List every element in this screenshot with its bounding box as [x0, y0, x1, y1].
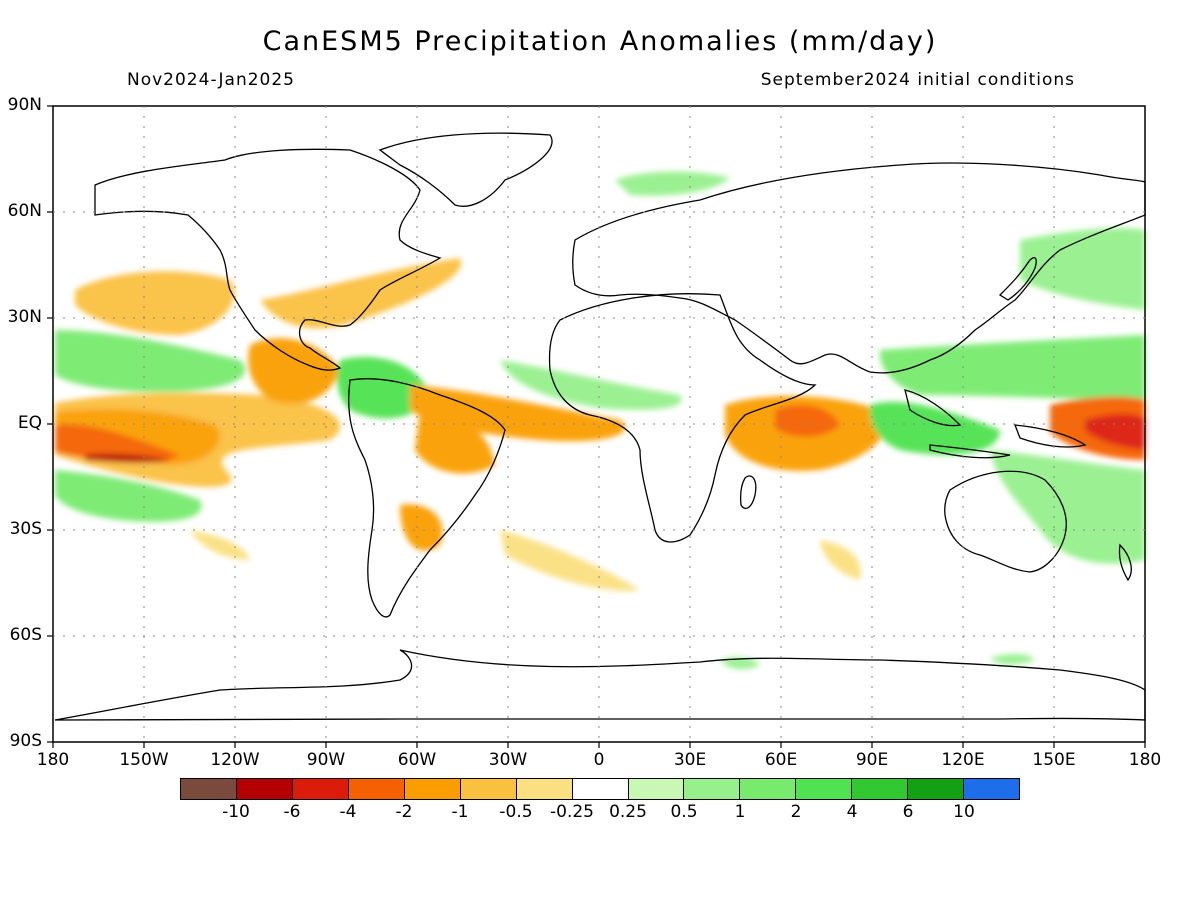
anomaly-region: [1085, 413, 1145, 450]
longitude-label: 30E: [673, 750, 707, 770]
longitude-label: 120W: [210, 750, 260, 770]
coastline: [378, 132, 553, 207]
longitude-label: 30W: [488, 750, 528, 770]
color-legend-swatch: [292, 779, 349, 799]
coastline: [904, 389, 962, 427]
coastlines: [54, 132, 1146, 721]
latitude-label: 30N: [7, 307, 42, 327]
anomaly-region: [720, 657, 760, 670]
coastline: [998, 257, 1037, 301]
color-legend-label: -1: [451, 802, 469, 822]
anomaly-region: [1020, 228, 1145, 310]
coastline: [548, 293, 817, 543]
color-legend-swatch: [740, 779, 797, 799]
anomaly-region: [55, 470, 202, 522]
color-legend-label: 4: [846, 802, 858, 822]
anomaly-region: [260, 258, 462, 329]
anomaly-region: [75, 271, 235, 335]
coastline: [1118, 543, 1132, 582]
initial-conditions: September2024 initial conditions: [760, 70, 1075, 90]
longitude-label: 0: [593, 750, 605, 770]
latitude-label: 90S: [9, 731, 42, 751]
anomaly-region: [55, 330, 246, 392]
color-legend-swatch: [348, 779, 405, 799]
anomaly-region: [337, 356, 430, 419]
latitude-label: 60S: [9, 625, 42, 645]
color-legend-label: -6: [283, 802, 301, 822]
coastline: [1014, 424, 1087, 448]
coastline: [739, 475, 757, 509]
color-legend-label: -0.5: [499, 802, 533, 822]
color-legend-label: 6: [902, 802, 914, 822]
color-legend-swatch: [852, 779, 909, 799]
anomaly-region: [775, 405, 840, 437]
axis-ticks: [47, 105, 1146, 748]
color-legend-swatch: [796, 779, 853, 799]
anomaly-region: [615, 171, 730, 196]
coastline: [54, 649, 1146, 721]
color-legend-swatch: [964, 779, 1020, 799]
latitude-label: 30S: [9, 519, 42, 539]
latitude-label: EQ: [17, 413, 42, 433]
color-legend-swatch: [628, 779, 685, 799]
color-legend-label: -4: [339, 802, 357, 822]
color-legend-swatch: [908, 779, 965, 799]
color-legend-swatch: [572, 779, 629, 799]
anomaly-region: [879, 335, 1145, 400]
color-legend-label: -10: [222, 802, 250, 822]
forecast-period: Nov2024-Jan2025: [127, 70, 295, 90]
color-legend-swatch: [516, 779, 573, 799]
coastline: [348, 378, 506, 618]
color-legend-label: 2: [790, 802, 802, 822]
color-legend-swatch: [181, 779, 237, 799]
color-legend: [180, 778, 1020, 800]
anomaly-region: [500, 360, 682, 410]
gridlines: [53, 106, 1145, 742]
longitude-label: 60W: [397, 750, 437, 770]
anomaly-region: [248, 338, 340, 404]
coastline: [94, 148, 442, 371]
anomaly-region: [415, 410, 495, 474]
longitude-label: 90E: [855, 750, 889, 770]
anomaly-region: [85, 453, 170, 463]
color-legend-swatch: [684, 779, 741, 799]
longitude-label: 150W: [119, 750, 169, 770]
color-legend-swatch: [460, 779, 517, 799]
map-title: CanESM5 Precipitation Anomalies (mm/day): [262, 26, 938, 57]
color-legend-swatch: [404, 779, 461, 799]
color-legend-label: 0.25: [609, 802, 647, 822]
color-legend-label: 10: [953, 802, 975, 822]
anomaly-field: [55, 171, 1145, 670]
coastline: [929, 444, 1011, 459]
anomaly-region: [869, 401, 1000, 455]
longitude-label: 180: [1128, 750, 1162, 770]
color-legend-label: -2: [395, 802, 413, 822]
longitude-label: 90W: [306, 750, 346, 770]
longitude-label: 60E: [764, 750, 798, 770]
anomaly-region: [400, 504, 443, 551]
latitude-label: 90N: [7, 95, 42, 115]
color-legend-swatch: [236, 779, 293, 799]
anomaly-region: [990, 450, 1145, 564]
anomaly-region: [55, 424, 180, 463]
coastline: [944, 470, 1067, 573]
anomaly-region: [190, 530, 250, 560]
longitude-label: 150E: [1032, 750, 1076, 770]
anomaly-region: [500, 530, 640, 591]
coastline: [572, 162, 1146, 374]
color-legend-label: -0.25: [550, 802, 594, 822]
longitude-label: 180: [36, 750, 70, 770]
anomaly-region: [820, 540, 861, 580]
longitude-label: 120E: [941, 750, 985, 770]
color-legend-label: 0.5: [670, 802, 698, 822]
anomaly-region: [990, 654, 1035, 665]
latitude-label: 60N: [7, 201, 42, 221]
color-legend-label: 1: [734, 802, 746, 822]
